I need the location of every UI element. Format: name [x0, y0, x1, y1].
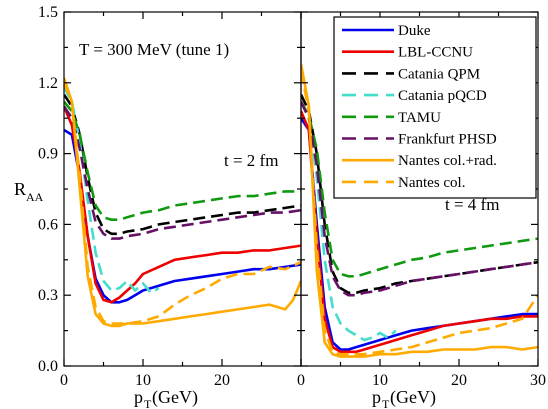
series-line-nantes-col-rad-panel-0: [64, 77, 301, 328]
y-axis-label: R: [14, 179, 26, 199]
x-axis-label-subscript-panel-0: T: [144, 397, 152, 409]
x-axis-label-subscript-panel-1: T: [382, 397, 390, 409]
x-axis-label-unit-panel-0: (GeV): [152, 387, 198, 408]
legend-label-5: Frankfurt PHSD: [398, 132, 497, 148]
x-tick-label-panel-0: 0: [60, 372, 68, 389]
series-line-tamu-panel-1: [301, 101, 538, 278]
annotation-temperature: T = 300 MeV (tune 1): [79, 40, 229, 59]
x-axis-label-panel-1: p: [372, 387, 381, 407]
y-tick-label: 0.6: [38, 216, 58, 233]
series-line-lbl-ccnu-panel-1: [301, 110, 538, 354]
x-tick-label-panel-0: 10: [135, 372, 151, 389]
series-line-catania-pqcd-panel-0: [64, 86, 160, 295]
x-tick-label-panel-1: 10: [372, 372, 388, 389]
series-line-nantes-col-panel-0: [64, 82, 301, 325]
series-line-nantes-col-panel-1: [301, 70, 538, 356]
series-line-tamu-panel-0: [64, 100, 301, 221]
legend-label-1: LBL-CCNU: [398, 45, 473, 61]
x-tick-label-panel-1: 30: [530, 372, 546, 389]
legend-box: [333, 16, 537, 199]
annotation-time-left: t = 2 fm: [224, 151, 278, 170]
x-axis-label-panel-0: p: [134, 387, 143, 407]
legend-label-2: Catania QPM: [398, 66, 480, 82]
y-axis-label-subscript: AA: [26, 190, 44, 204]
legend-label-6: Nantes col.+rad.: [398, 153, 497, 169]
series-line-nantes-col-rad-panel-1: [301, 63, 538, 358]
legend-label-3: Catania pQCD: [398, 88, 487, 104]
y-tick-label: 0.0: [38, 358, 58, 375]
y-tick-label: 0.9: [38, 146, 58, 163]
x-tick-label-panel-1: 20: [451, 372, 467, 389]
x-tick-label-panel-1: 0: [297, 372, 305, 389]
right-panel: 0 10 20 30: [297, 11, 546, 389]
series-line-catania-pqcd-panel-1: [301, 101, 397, 342]
y-tick-label: 0.3: [38, 287, 58, 304]
series-line-frankfurt-phsd-panel-1: [301, 101, 538, 297]
annotation-time-right: t = 4 fm: [445, 195, 499, 214]
legend-label-4: TAMU: [398, 110, 441, 126]
x-axis-label-unit-panel-1: (GeV): [390, 387, 436, 408]
y-tick-label: 1.2: [38, 75, 58, 92]
axis-labels: T = 300 MeV (tune 1) t = 2 fm t = 4 fm R AA p…: [14, 40, 499, 409]
series-line-frankfurt-phsd-panel-0: [64, 105, 301, 240]
series-line-catania-qpm-panel-0: [64, 93, 301, 236]
legend-label-0: Duke: [398, 23, 431, 39]
legend-label-7: Nantes col.: [398, 175, 465, 191]
legend: Duke LBL-CCNU Catania QPM Catania pQCD TAMU F…: [333, 16, 537, 199]
y-tick-label: 1.5: [38, 4, 58, 21]
series-line-lbl-ccnu-panel-0: [64, 105, 301, 304]
x-tick-label-panel-0: 20: [214, 372, 230, 389]
left-panel: 0 10 20 0.0 0.3 0.6 0.9 1.2 1.5: [38, 4, 302, 389]
